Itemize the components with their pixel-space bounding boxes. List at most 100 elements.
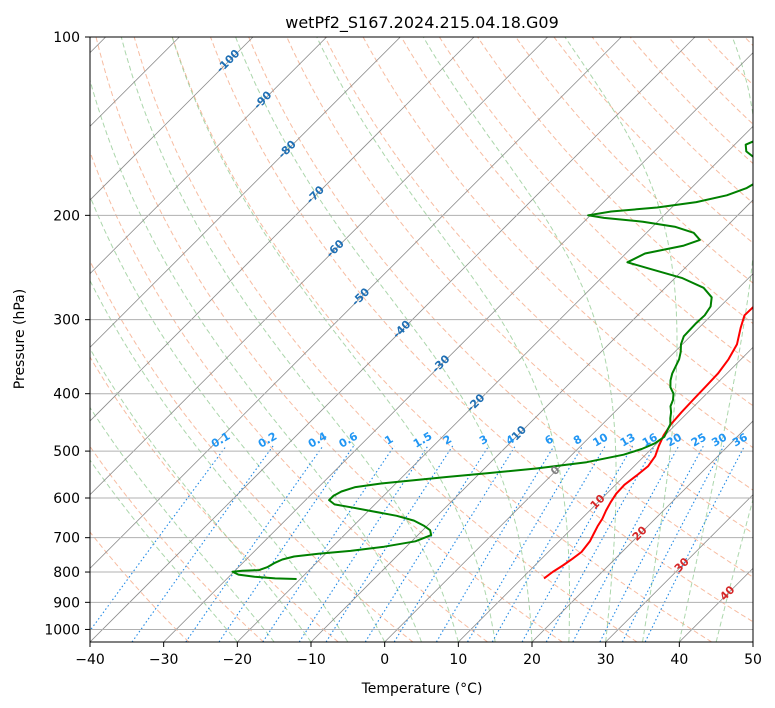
mixing-ratio-line xyxy=(185,445,324,642)
mixing-ratio-line xyxy=(521,445,633,642)
dry-adiabat xyxy=(324,37,753,491)
mixing-ratio-label: 0.4 xyxy=(306,429,330,450)
mixing-ratio-line xyxy=(218,445,355,642)
mixing-ratio-label: 30 xyxy=(709,430,729,449)
mixing-ratio-line xyxy=(435,445,555,642)
isotherm-label: -60 xyxy=(324,237,347,260)
mixing-ratio-label: 16 xyxy=(640,430,660,449)
moist-adiabat xyxy=(422,37,617,642)
isotherm-line xyxy=(531,420,753,642)
y-tick-label: 800 xyxy=(53,565,80,581)
plot-frame xyxy=(89,36,754,643)
mixing-ratio-label: 0.6 xyxy=(337,429,361,450)
dry-adiabat xyxy=(477,37,753,325)
y-axis-label: Pressure (hPa) xyxy=(12,289,28,389)
isotherm-line xyxy=(90,37,401,348)
isotherm-line xyxy=(310,199,753,642)
moist-adiabat xyxy=(715,497,753,642)
isotherm-label: -40 xyxy=(390,318,413,341)
dry-adiabat xyxy=(133,37,638,642)
moist-adiabat xyxy=(90,195,386,642)
isotherm-line xyxy=(458,346,753,642)
mixing-ratio-label: 0.2 xyxy=(256,430,279,451)
dry-adiabat xyxy=(95,37,563,642)
moist-adiabat xyxy=(90,406,275,642)
dry-adiabat xyxy=(515,37,753,284)
mixing-ratio-line xyxy=(364,445,490,642)
isotherm-line xyxy=(90,37,254,201)
isotherm-label: 40 xyxy=(717,583,737,603)
mixing-ratio-line xyxy=(621,445,725,642)
isotherm-line xyxy=(163,52,753,642)
dry-adiabat xyxy=(553,37,753,244)
moist-adiabat xyxy=(316,37,571,642)
mixing-ratio-line xyxy=(298,445,429,642)
contour-labels: -100-90-80-70-60-50-40-30-20-10010203040… xyxy=(209,47,750,604)
isotherm-line xyxy=(90,37,548,496)
x-tick-label: 40 xyxy=(670,652,688,668)
x-tick-label: −40 xyxy=(75,652,105,668)
mixing-ratio-label: 8 xyxy=(571,433,584,448)
isotherm-label: -20 xyxy=(464,391,487,414)
mixing-ratio-line xyxy=(467,445,584,642)
isotherm-line xyxy=(679,567,753,642)
x-tick-label: −20 xyxy=(223,652,253,668)
dry-adiabat xyxy=(438,37,753,366)
y-tick-label: 300 xyxy=(53,313,80,329)
moist-adiabat xyxy=(678,37,753,642)
y-tick-label: 600 xyxy=(53,491,80,507)
y-tick-label: 200 xyxy=(53,208,80,224)
series-line-0 xyxy=(543,305,753,580)
isotherm-label: -80 xyxy=(276,138,299,161)
background-lines xyxy=(90,37,753,642)
isotherm-label: -90 xyxy=(251,88,274,111)
x-tick-label: 50 xyxy=(744,652,762,668)
mixing-ratio-line xyxy=(131,445,274,642)
mixing-ratio-line xyxy=(325,445,454,642)
x-tick-label: 20 xyxy=(523,652,541,668)
dry-adiabat xyxy=(706,37,753,86)
moist-adiabat xyxy=(235,37,533,642)
y-tick-label: 100 xyxy=(53,30,80,46)
mixing-ratio-line xyxy=(262,445,395,642)
mixing-ratio-line xyxy=(644,445,746,642)
dry-adiabat xyxy=(90,445,264,642)
moist-adiabat xyxy=(120,37,459,642)
dry-adiabat xyxy=(362,37,753,449)
moist-adiabat xyxy=(171,37,496,642)
mixing-ratio-label: 2 xyxy=(441,433,454,448)
isotherm-line xyxy=(90,37,475,422)
isotherm-label: -30 xyxy=(429,352,452,375)
isotherm-label: -70 xyxy=(304,183,327,206)
x-axis: −40 −30 −20 −10 0 10 20 30 40 50 xyxy=(75,642,762,668)
mixing-ratio-label: 13 xyxy=(618,431,638,450)
mixing-ratio-label: 6 xyxy=(543,432,556,447)
moist-adiabat xyxy=(564,37,678,642)
isotherm-line xyxy=(90,37,696,642)
y-tick-label: 900 xyxy=(53,595,80,611)
mixing-ratio-line xyxy=(599,445,704,642)
y-tick-label: 400 xyxy=(53,387,80,403)
dry-adiabat xyxy=(90,150,488,642)
isotherm-line xyxy=(605,494,753,642)
series-line-1 xyxy=(231,140,753,580)
isotherm-label: 20 xyxy=(630,523,650,543)
x-axis-label: Temperature (°C) xyxy=(361,681,483,697)
isotherm-line xyxy=(384,273,753,642)
x-tick-label: 30 xyxy=(597,652,615,668)
x-tick-label: 10 xyxy=(449,652,467,668)
dry-adiabat xyxy=(210,37,753,623)
dry-adiabat xyxy=(90,531,190,642)
y-tick-label: 1000 xyxy=(44,622,80,638)
moist-adiabat xyxy=(90,347,312,642)
mixing-ratio-line xyxy=(545,445,656,642)
x-tick-label: −10 xyxy=(296,652,326,668)
isotherm-label: -50 xyxy=(349,285,372,308)
isotherm-line xyxy=(90,37,622,569)
mixing-ratio-label: 0.1 xyxy=(209,430,232,451)
dry-adiabat xyxy=(668,37,753,125)
y-axis: 100 200 300 400 500 600 700 800 900 1000 xyxy=(44,30,90,638)
y-tick-label: 700 xyxy=(53,531,80,547)
dry-adiabat xyxy=(744,37,753,47)
